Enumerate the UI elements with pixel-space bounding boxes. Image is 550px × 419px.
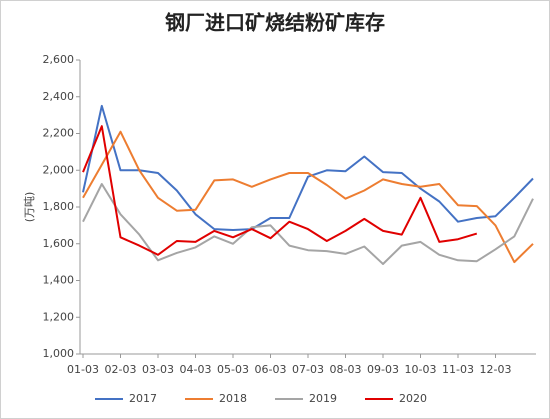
legend-label: 2017 <box>129 392 157 405</box>
x-tick-label: 06-03 <box>255 363 287 376</box>
y-tick-label: 1,800 <box>43 200 75 213</box>
legend-label: 2019 <box>309 392 337 405</box>
x-tick-label: 08-03 <box>330 363 362 376</box>
y-tick-label: 1,400 <box>43 274 75 287</box>
y-tick-label: 2,400 <box>43 90 75 103</box>
legend-label: 2020 <box>399 392 427 405</box>
y-tick-label: 1,600 <box>43 237 75 250</box>
y-tick-label: 2,600 <box>43 53 75 66</box>
x-tick-label: 03-03 <box>142 363 174 376</box>
chart-title: 钢厂进口矿烧结粉矿库存 <box>165 11 385 35</box>
x-tick-label: 10-03 <box>405 363 437 376</box>
series-line <box>82 104 534 231</box>
x-tick-label: 07-03 <box>292 363 324 376</box>
y-tick-label: 1,000 <box>43 347 75 360</box>
x-tick-label: 09-03 <box>367 363 399 376</box>
x-tick-label: 05-03 <box>217 363 249 376</box>
series-line <box>82 183 534 265</box>
x-tick-label: 04-03 <box>180 363 212 376</box>
y-axis-label: (万吨) <box>23 192 36 223</box>
series-line <box>82 125 478 256</box>
y-tick-label: 2,000 <box>43 163 75 176</box>
series-line <box>82 130 534 264</box>
x-tick-label: 12-03 <box>480 363 512 376</box>
y-tick-label: 1,200 <box>43 310 75 323</box>
legend-label: 2018 <box>219 392 247 405</box>
x-tick-label: 02-03 <box>105 363 137 376</box>
y-tick-label: 2,200 <box>43 127 75 140</box>
x-tick-label: 11-03 <box>442 363 474 376</box>
x-tick-label: 01-03 <box>67 363 99 376</box>
